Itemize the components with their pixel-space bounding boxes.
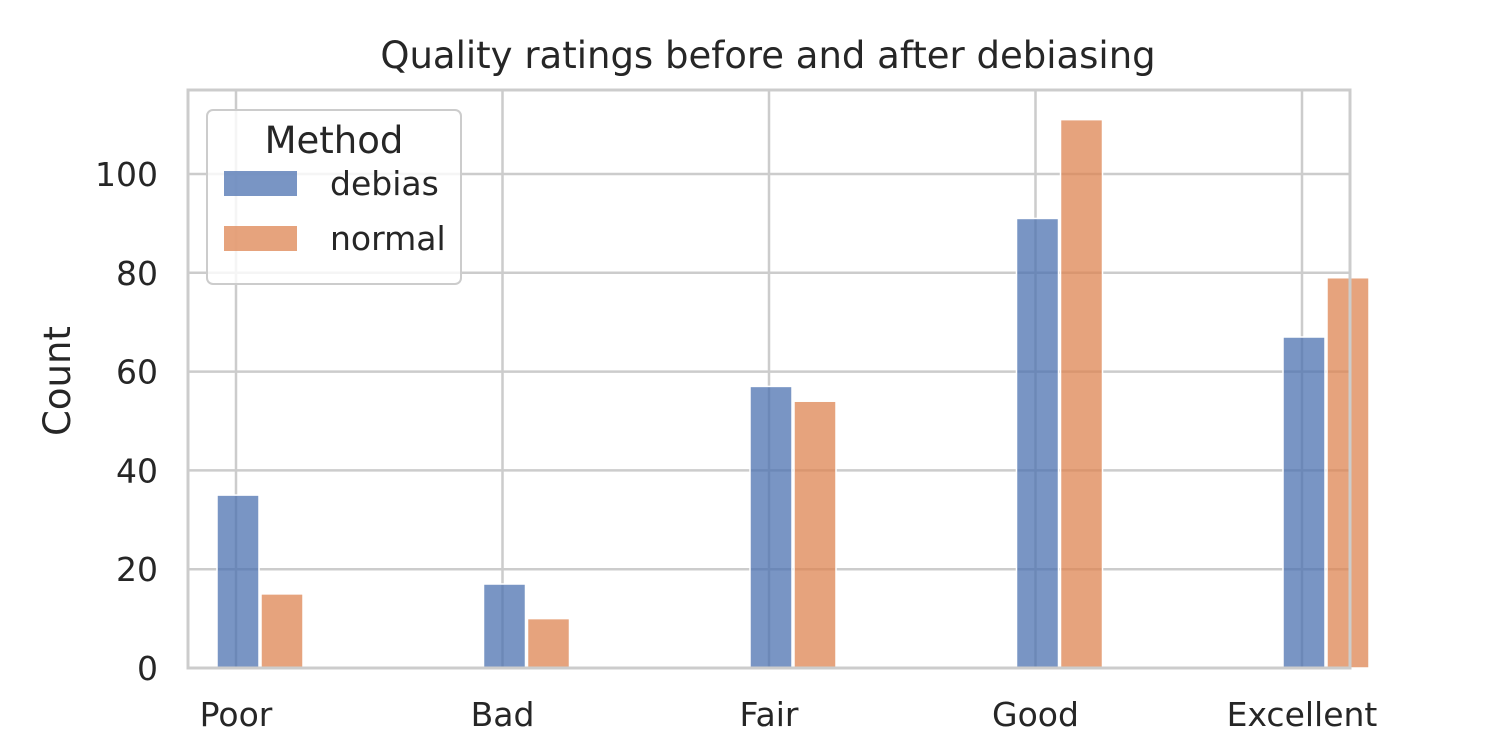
- y-tick-label: 100: [95, 155, 158, 194]
- y-tick-label: 0: [137, 649, 158, 688]
- bar-debias-excellent: [1282, 336, 1326, 669]
- y-tick-label: 40: [116, 451, 158, 490]
- legend-items: debias normal: [224, 164, 446, 258]
- bars: [216, 118, 1370, 669]
- x-tick-label: Excellent: [1227, 695, 1378, 734]
- bar-normal-excellent: [1326, 276, 1370, 669]
- legend: Method debias normal: [206, 109, 462, 285]
- bar-debias-good: [1015, 217, 1060, 669]
- bar-debias-fair: [749, 385, 793, 669]
- legend-swatch-debias: [224, 171, 297, 196]
- x-tick-label: Bad: [471, 695, 535, 734]
- y-tick-label: 20: [116, 550, 158, 589]
- bar-normal-poor: [260, 593, 304, 669]
- plot-frame: [186, 88, 1352, 670]
- y-tick-label: 60: [116, 353, 158, 392]
- bar-normal-bad: [526, 617, 571, 669]
- legend-label-normal: normal: [330, 219, 446, 258]
- legend-label-debias: debias: [330, 164, 439, 203]
- bar-debias-poor: [216, 494, 260, 669]
- tick-labels: 0 20 40 60 80 100 Poor Bad Fair Good Excellent: [95, 155, 1377, 734]
- x-tick-label: Fair: [740, 695, 799, 734]
- bar-normal-fair: [793, 400, 837, 669]
- bar-normal-good: [1059, 118, 1104, 669]
- legend-title: Method: [265, 119, 404, 162]
- y-tick-label: 80: [116, 254, 158, 293]
- chart-title: Quality ratings before and after debiasi…: [380, 34, 1155, 77]
- x-tick-label: Good: [992, 695, 1079, 734]
- x-tick-label: Poor: [200, 695, 273, 734]
- y-axis-label: Count: [36, 326, 79, 436]
- bar-debias-bad: [482, 583, 527, 669]
- legend-swatch-normal: [224, 226, 297, 251]
